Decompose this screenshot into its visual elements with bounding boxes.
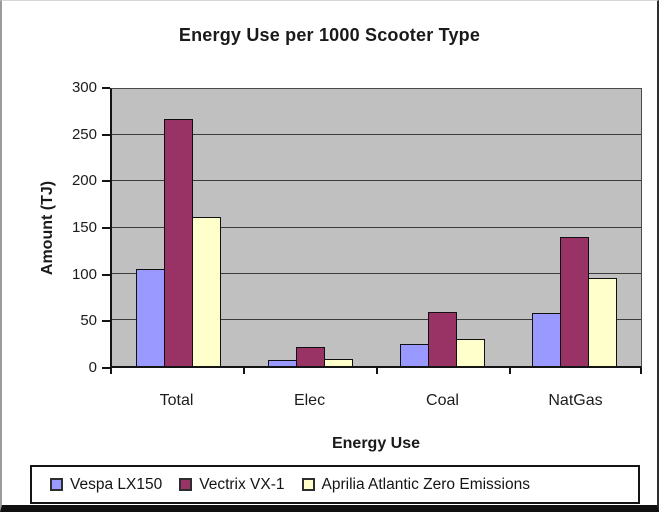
legend-item-vectrix-vx-1: Vectrix VX-1 <box>179 475 285 494</box>
bar-vespa-lx150-natgas <box>532 313 562 366</box>
legend-label-aprilia-atlantic-zero-emissions: Aprilia Atlantic Zero Emissions <box>321 475 530 493</box>
bar-aprilia-atlantic-zero-emissions-elec <box>323 358 353 366</box>
legend-marker-aprilia-atlantic-zero-emissions <box>301 478 315 491</box>
legend: Vespa LX150 Vectrix VX-1 Aprilia Atlantic … <box>30 465 640 504</box>
bar-group-natgas <box>509 89 641 366</box>
x-category-label-elec: Elec <box>293 392 326 409</box>
gridline-250 <box>112 134 641 136</box>
x-tick-mark-4 <box>640 368 642 374</box>
bar-vespa-lx150-elec <box>267 359 297 366</box>
y-tick-label-300: 300 <box>71 79 97 96</box>
bar-vespa-lx150-coal <box>400 343 430 366</box>
legend-item-vespa-lx150: Vespa LX150 <box>50 476 162 494</box>
x-category-label-total: Total <box>159 392 194 409</box>
y-tick-mark-150 <box>102 227 110 229</box>
legend-label-vectrix-vx-1: Vectrix VX-1 <box>199 475 285 493</box>
bar-group-coal <box>377 89 509 366</box>
bar-vectrix-vx-1-coal <box>428 311 458 366</box>
gridline-150 <box>112 226 641 228</box>
gridline-200 <box>112 180 641 182</box>
x-tick-mark-0 <box>110 368 112 374</box>
legend-item-aprilia-atlantic-zero-emissions: Aprilia Atlantic Zero Emissions <box>301 475 530 494</box>
bar-group-total <box>112 89 244 366</box>
x-tick-mark-3 <box>509 368 511 374</box>
bar-vespa-lx150-total <box>135 269 165 366</box>
x-tick-mark-2 <box>376 368 378 374</box>
bar-vectrix-vx-1-elec <box>295 346 325 366</box>
y-tick-mark-200 <box>102 180 110 183</box>
bar-aprilia-atlantic-zero-emissions-total <box>191 217 221 366</box>
y-tick-label-50: 50 <box>80 312 97 330</box>
bar-vectrix-vx-1-natgas <box>560 236 590 366</box>
y-tick-label-250: 250 <box>71 125 97 143</box>
x-category-label-natgas: NatGas <box>548 392 603 409</box>
legend-marker-vectrix-vx-1 <box>179 478 193 491</box>
bar-vectrix-vx-1-total <box>163 119 193 366</box>
bar-aprilia-atlantic-zero-emissions-coal <box>456 339 486 366</box>
plot-area <box>110 88 642 368</box>
x-axis-title: Energy Use <box>331 435 421 452</box>
y-tick-label-100: 100 <box>71 265 97 283</box>
y-tick-mark-250 <box>102 133 110 136</box>
y-tick-label-200: 200 <box>71 172 97 190</box>
y-tick-mark-300 <box>102 87 110 89</box>
x-category-label-coal: Coal <box>426 392 459 409</box>
y-tick-label-0: 0 <box>88 359 97 376</box>
y-tick-mark-50 <box>102 320 110 323</box>
bar-aprilia-atlantic-zero-emissions-natgas <box>588 278 618 366</box>
legend-marker-vespa-lx150 <box>50 478 63 491</box>
gridline-100 <box>112 272 641 274</box>
gridline-50 <box>112 318 641 320</box>
y-tick-mark-100 <box>102 273 110 276</box>
y-tick-label-150: 150 <box>71 219 97 236</box>
y-tick-mark-0 <box>102 367 110 369</box>
legend-label-vespa-lx150: Vespa LX150 <box>70 475 163 493</box>
x-tick-mark-1 <box>243 368 245 374</box>
bar-group-elec <box>244 89 376 366</box>
chart-title: Energy Use per 1000 Scooter Type <box>178 25 481 45</box>
